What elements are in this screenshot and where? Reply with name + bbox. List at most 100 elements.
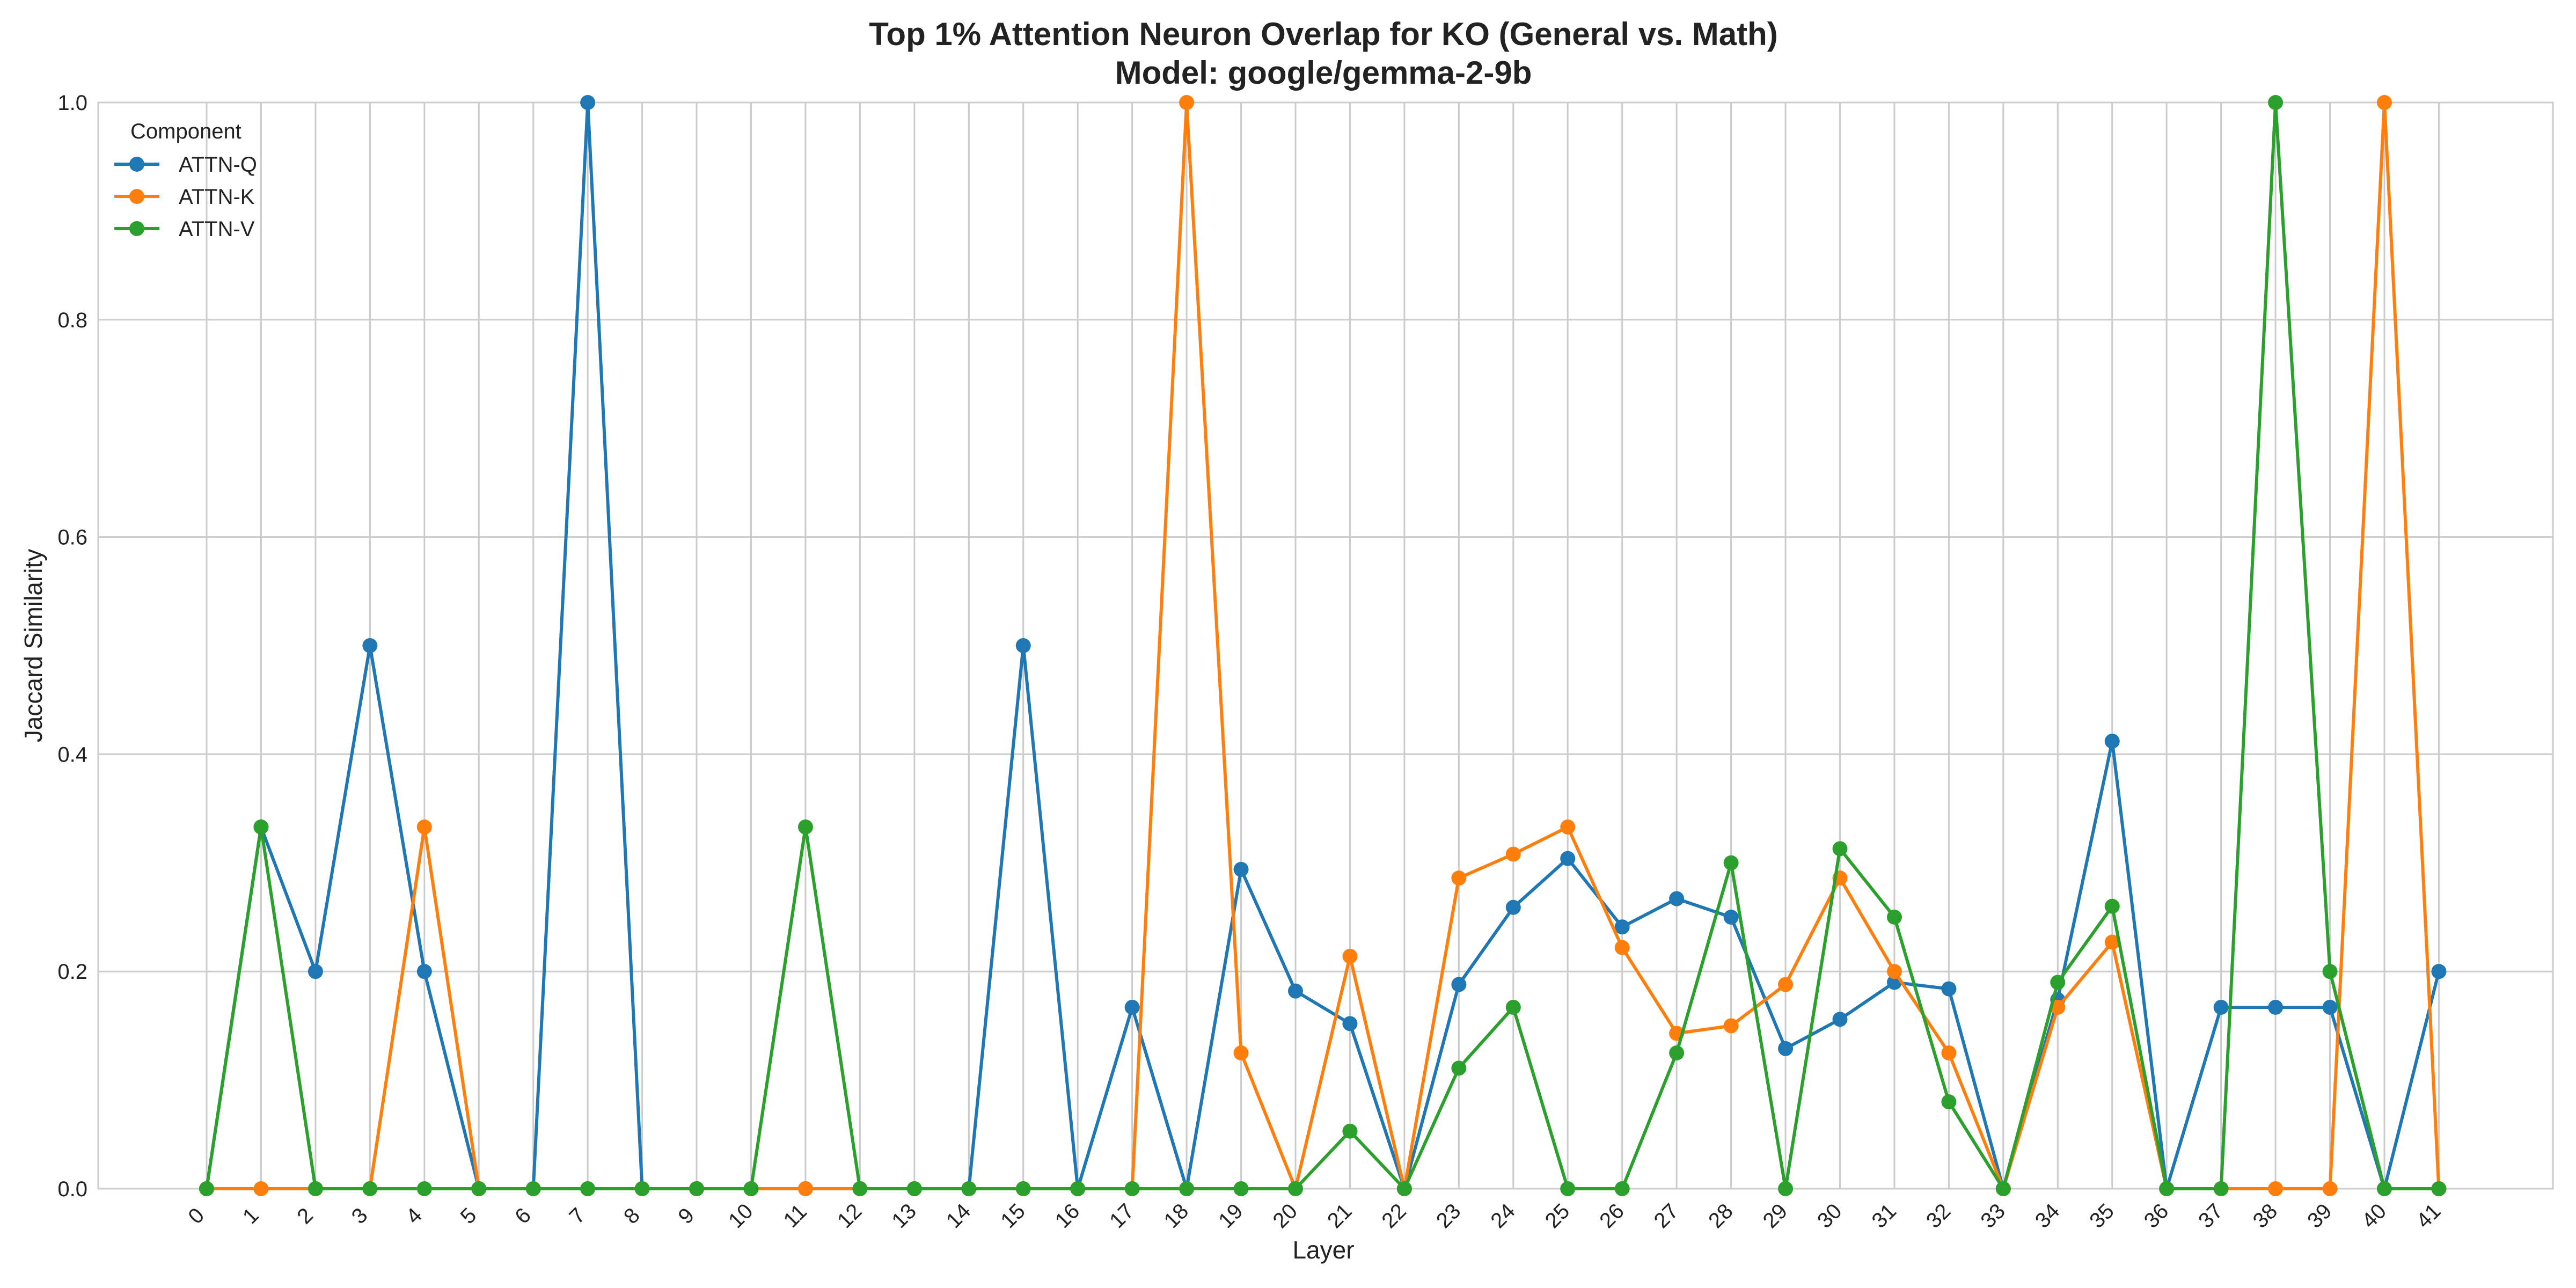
x-tick-label: 20 — [1269, 1199, 1302, 1233]
data-point — [2268, 95, 2284, 110]
y-tick-label: 0.8 — [57, 309, 87, 332]
data-point — [1505, 999, 1521, 1015]
x-tick-label: 16 — [1051, 1199, 1085, 1233]
data-point — [525, 1181, 541, 1196]
data-point — [1614, 1181, 1630, 1196]
x-tick-label: 35 — [2085, 1199, 2119, 1233]
x-tick-label: 15 — [996, 1199, 1030, 1233]
x-tick-label: 13 — [887, 1199, 921, 1233]
x-tick-label: 8 — [619, 1203, 645, 1228]
y-tick-label: 0.6 — [57, 526, 87, 550]
y-tick-label: 0.4 — [57, 743, 87, 766]
data-point — [416, 819, 432, 835]
x-tick-label: 36 — [2140, 1199, 2174, 1233]
data-point — [416, 1181, 432, 1196]
x-axis-label: Layer — [1292, 1236, 1354, 1264]
data-point — [906, 1181, 922, 1196]
x-tick-label: 12 — [833, 1199, 867, 1233]
x-tick-label: 40 — [2358, 1199, 2391, 1233]
x-tick-label: 23 — [1432, 1199, 1466, 1233]
legend-marker — [129, 221, 144, 236]
data-point — [1179, 1181, 1195, 1196]
x-tick-label: 29 — [1759, 1199, 1792, 1233]
x-tick-label: 19 — [1214, 1199, 1248, 1233]
data-point — [362, 638, 378, 653]
x-tick-label: 22 — [1377, 1199, 1411, 1233]
series-attn-v — [199, 95, 2447, 1196]
data-point — [689, 1181, 705, 1196]
data-point — [308, 1181, 323, 1196]
x-tick-label: 11 — [779, 1200, 811, 1232]
data-point — [1451, 977, 1467, 992]
data-point — [2213, 999, 2229, 1015]
x-tick-label: 1 — [238, 1203, 264, 1228]
data-point — [1614, 940, 1630, 955]
data-point — [1233, 1045, 1249, 1060]
data-point — [634, 1181, 650, 1196]
data-point — [1614, 919, 1630, 935]
data-point — [2268, 1181, 2284, 1196]
data-point — [1015, 1181, 1031, 1196]
data-point — [1832, 1012, 1848, 1027]
legend-item: ATTN-K — [114, 185, 255, 209]
data-point — [1941, 981, 1957, 997]
series-attn-k — [199, 95, 2447, 1196]
data-point — [2159, 1181, 2175, 1196]
x-tick-label: 27 — [1650, 1199, 1684, 1233]
data-point — [1505, 846, 1521, 862]
data-point — [1396, 1181, 1412, 1196]
data-point — [1560, 1181, 1576, 1196]
x-tick-label: 34 — [2031, 1199, 2065, 1233]
x-tick-label: 33 — [1976, 1199, 2010, 1233]
data-point — [416, 964, 432, 979]
data-point — [471, 1181, 487, 1196]
data-point — [362, 1181, 378, 1196]
data-point — [1723, 1018, 1739, 1034]
data-point — [1886, 964, 1902, 979]
data-point — [1778, 977, 1794, 992]
y-tick-label: 1.0 — [57, 91, 87, 115]
data-point — [1342, 1016, 1358, 1031]
chart-subtitle: Model: google/gemma-2-9b — [1115, 55, 1532, 91]
data-point — [1832, 841, 1848, 857]
data-point — [1233, 861, 1249, 877]
data-point — [308, 964, 323, 979]
data-point — [1451, 870, 1467, 886]
legend-marker — [129, 189, 144, 204]
series-line — [205, 101, 2441, 1190]
x-tick-label: 28 — [1704, 1199, 1738, 1233]
data-point — [2050, 999, 2066, 1015]
data-point — [1015, 638, 1031, 653]
grid — [98, 101, 2553, 1190]
data-point — [852, 1181, 868, 1196]
data-point — [2431, 964, 2447, 979]
x-tick-labels: 0 1 2 3 4 5 6 7 8 9 10 11 12 13 14 15 16 17 18 19 20 21 22 23 24… — [184, 1199, 2445, 1233]
data-point — [2322, 964, 2338, 979]
data-point — [1070, 1181, 1086, 1196]
chart-title: Top 1% Attention Neuron Overlap for KO (… — [869, 16, 1778, 52]
y-tick-label: 0.2 — [57, 960, 87, 984]
data-point — [1505, 899, 1521, 915]
data-point — [2104, 934, 2120, 950]
data-point — [1886, 910, 1902, 925]
data-point — [2322, 1181, 2338, 1196]
x-tick-label: 39 — [2303, 1199, 2337, 1233]
data-point — [1342, 948, 1358, 964]
data-point — [2050, 975, 2066, 990]
legend-label: ATTN-Q — [179, 153, 257, 177]
x-tick-label: 10 — [724, 1199, 758, 1233]
data-point — [1124, 999, 1140, 1015]
data-point — [2377, 95, 2392, 110]
data-point — [1995, 1181, 2011, 1196]
x-tick-label: 25 — [1541, 1199, 1575, 1233]
plot-frame — [97, 101, 2554, 1190]
x-tick-label: 2 — [292, 1203, 318, 1228]
data-point — [580, 95, 596, 110]
series-line — [205, 101, 2439, 1190]
legend-label: ATTN-V — [179, 217, 255, 241]
x-tick-label: 5 — [456, 1203, 481, 1228]
legend-item: ATTN-V — [114, 217, 255, 241]
x-tick-label: 38 — [2249, 1199, 2282, 1233]
data-point — [797, 1181, 813, 1196]
